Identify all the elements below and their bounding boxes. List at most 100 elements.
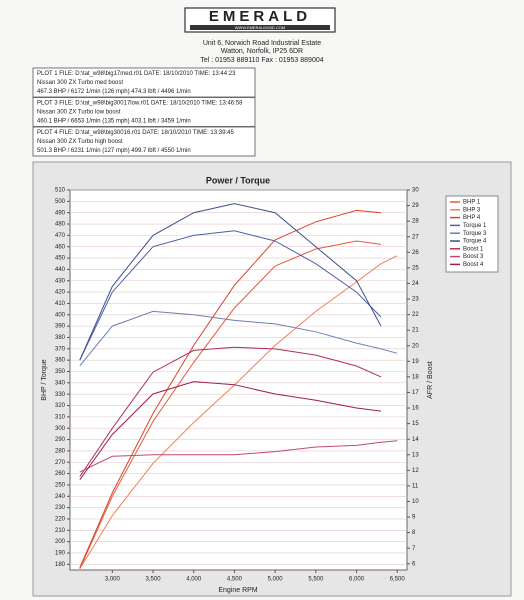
y2-tick-label: 18 xyxy=(412,374,419,380)
plot-line: 501.3 BHP / 6231 1/min (127 mph) 499.7 l… xyxy=(37,148,191,154)
y-tick-label: 480 xyxy=(55,222,66,228)
y2-tick-label: 26 xyxy=(412,250,419,256)
address-line: Tel : 01953 889110 Fax : 01953 889004 xyxy=(200,57,323,64)
y2-tick-label: 13 xyxy=(412,452,419,458)
y-tick-label: 200 xyxy=(55,539,66,545)
y-tick-label: 390 xyxy=(55,324,66,330)
x-tick-label: 6,500 xyxy=(390,577,406,583)
y-tick-label: 260 xyxy=(55,471,66,477)
y-tick-label: 430 xyxy=(55,278,66,284)
x-tick-label: 3,500 xyxy=(146,577,162,583)
y-tick-label: 290 xyxy=(55,437,66,443)
plot-box xyxy=(32,67,256,98)
y-tick-label: 440 xyxy=(55,267,66,273)
y2-tick-label: 15 xyxy=(412,421,419,427)
y2-tick-label: 14 xyxy=(412,437,419,443)
y-tick-label: 340 xyxy=(55,380,66,386)
legend-label: Torque 1 xyxy=(463,223,487,229)
y2-tick-label: 8 xyxy=(412,530,416,536)
y2-tick-label: 12 xyxy=(412,468,419,474)
x-tick-label: 3,000 xyxy=(105,577,121,583)
y-tick-label: 230 xyxy=(55,505,66,511)
series-line xyxy=(79,381,382,480)
y2-tick-label: 11 xyxy=(412,483,419,489)
y-tick-label: 250 xyxy=(55,483,66,489)
y-tick-label: 460 xyxy=(55,244,66,250)
y-tick-label: 270 xyxy=(55,460,66,466)
y2-tick-label: 25 xyxy=(412,265,419,271)
plot-box xyxy=(32,126,256,157)
y-tick-label: 180 xyxy=(55,562,66,568)
y-tick-label: 380 xyxy=(55,335,66,341)
y-tick-label: 500 xyxy=(55,199,66,205)
legend-label: BHP 4 xyxy=(463,215,481,221)
y2-tick-label: 22 xyxy=(412,312,419,318)
legend-label: Torque 3 xyxy=(463,231,487,237)
series-line xyxy=(79,209,382,568)
y-tick-label: 350 xyxy=(55,369,66,375)
plot-info: PLOT 1 FILE: D:\tat_w98\big17med.r01 DAT… xyxy=(32,67,256,157)
y2-tick-label: 20 xyxy=(412,343,419,349)
y2-tick-label: 6 xyxy=(412,561,416,567)
series-line xyxy=(79,230,382,361)
y-tick-label: 330 xyxy=(55,392,66,398)
y-tick-label: 410 xyxy=(55,301,66,307)
legend-label: Boost 1 xyxy=(463,246,484,252)
y-tick-label: 210 xyxy=(55,528,66,534)
series-line xyxy=(79,346,382,477)
legend-box xyxy=(445,195,499,273)
legend-label: BHP 1 xyxy=(463,200,481,206)
legend-label: BHP 3 xyxy=(463,207,481,213)
logo-url: WWW.EMERALDM3D.COM xyxy=(235,25,285,30)
y2-tick-label: 24 xyxy=(412,281,419,287)
y-tick-label: 370 xyxy=(55,346,66,352)
address-line: Watton, Norfolk, IP25 6DR xyxy=(221,48,303,55)
y2-tick-label: 27 xyxy=(412,234,419,240)
y-tick-label: 320 xyxy=(55,403,66,409)
y2-tick-label: 23 xyxy=(412,297,419,303)
url-bar xyxy=(190,25,330,30)
legend-label: Boost 3 xyxy=(463,254,484,260)
x-tick-label: 5,500 xyxy=(308,577,324,583)
plot-area xyxy=(69,189,408,571)
x-tick-label: 4,500 xyxy=(227,577,243,583)
y-axis-label: BHP / Torque xyxy=(41,359,48,400)
y2-tick-label: 10 xyxy=(412,499,419,505)
y-tick-label: 420 xyxy=(55,290,66,296)
series-line xyxy=(79,310,398,367)
y2-tick-label: 19 xyxy=(412,359,419,365)
y-tick-label: 310 xyxy=(55,414,66,420)
address-line: Unit 6, Norwich Road Industrial Estate xyxy=(203,40,321,47)
legend-label: Boost 4 xyxy=(463,262,484,268)
y-tick-label: 450 xyxy=(55,256,66,262)
y-tick-label: 280 xyxy=(55,448,66,454)
series-line xyxy=(79,240,382,570)
y2-tick-label: 7 xyxy=(412,546,416,552)
y2-tick-label: 28 xyxy=(412,219,419,225)
y-tick-label: 240 xyxy=(55,494,66,500)
y-tick-label: 300 xyxy=(55,426,66,432)
series-line xyxy=(79,440,398,473)
y2-tick-label: 17 xyxy=(412,390,419,396)
x-axis-label: Engine RPM xyxy=(218,587,257,594)
y-tick-label: 470 xyxy=(55,233,66,239)
plot-line: Nissan 300 ZX Turbo med boost xyxy=(37,80,123,86)
y-tick-label: 490 xyxy=(55,210,66,216)
y-tick-label: 510 xyxy=(55,188,66,194)
y2-axis-label: AFR / Boost xyxy=(427,361,434,399)
legend-label: Torque 4 xyxy=(463,239,487,245)
y2-tick-label: 30 xyxy=(412,188,419,194)
x-tick-label: 6,000 xyxy=(349,577,365,583)
plot-line: PLOT 4 FILE: D:\tat_w98\big30016.r01 DAT… xyxy=(37,130,234,136)
plot-line: 460.1 BHP / 6653 1/min (135 mph) 403.1 l… xyxy=(37,119,191,125)
y2-tick-label: 9 xyxy=(412,515,416,521)
series-line xyxy=(79,255,398,570)
plot-line: PLOT 3 FILE: D:\tat_w98\big30017low.r01 … xyxy=(37,101,243,107)
y2-tick-label: 21 xyxy=(412,328,419,334)
y2-tick-label: 29 xyxy=(412,203,419,209)
y-tick-label: 400 xyxy=(55,312,66,318)
logo: EMERALD xyxy=(209,8,311,25)
chart-title: Power / Torque xyxy=(206,175,270,185)
plot-box xyxy=(32,97,256,127)
